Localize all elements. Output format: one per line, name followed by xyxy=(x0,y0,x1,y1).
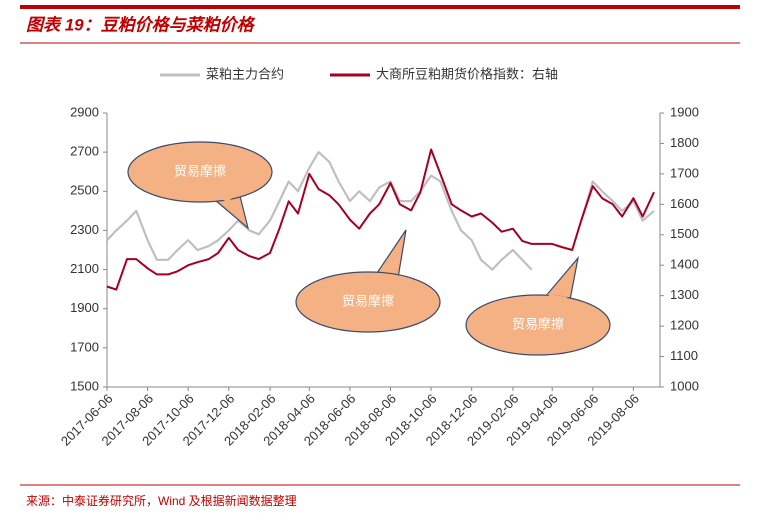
y2-tick-label: 1900 xyxy=(670,104,699,119)
y2-tick-label: 1000 xyxy=(670,378,699,393)
y-tick-label: 1900 xyxy=(70,300,99,315)
callout-bubble xyxy=(465,294,611,356)
y-tick-label: 2900 xyxy=(70,104,99,119)
y2-tick-label: 1400 xyxy=(670,257,699,272)
y2-tick-label: 1800 xyxy=(670,135,699,150)
callout-joint xyxy=(377,273,396,281)
y2-tick-label: 1200 xyxy=(670,318,699,333)
legend-label: 大商所豆粕期货价格指数：右轴 xyxy=(376,66,558,81)
callout-pointer xyxy=(543,255,580,301)
annotation: 贸易摩擦 xyxy=(342,293,394,308)
callout-bubble xyxy=(295,271,441,333)
top-rule xyxy=(20,5,740,9)
y2-tick-label: 1600 xyxy=(670,196,699,211)
callout-pointer xyxy=(373,229,407,279)
annotation: 贸易摩擦 xyxy=(174,163,226,178)
y-tick-label: 1700 xyxy=(70,339,99,354)
chart-title: 图表 19：豆粕价格与菜粕价格 xyxy=(26,15,256,34)
y2-tick-label: 1700 xyxy=(670,165,699,180)
callout-joint xyxy=(547,294,568,303)
source: 来源：中泰证券研究所，Wind 及根据新闻数据整理 xyxy=(26,493,297,508)
y-tick-label: 2700 xyxy=(70,144,99,159)
series-line xyxy=(106,148,655,291)
callout-bubble xyxy=(127,141,273,203)
y-tick-label: 2300 xyxy=(70,222,99,237)
callout-joint xyxy=(217,193,238,202)
annotation: 贸易摩擦 xyxy=(512,316,564,331)
y-tick-label: 2500 xyxy=(70,183,99,198)
legend-label: 菜粕主力合约 xyxy=(206,66,284,81)
y-tick-label: 1500 xyxy=(70,378,99,393)
y-tick-label: 2100 xyxy=(70,261,99,276)
y2-tick-label: 1100 xyxy=(670,348,698,363)
y2-tick-label: 1300 xyxy=(670,287,699,302)
series-line xyxy=(106,151,655,271)
y2-tick-label: 1500 xyxy=(670,226,699,241)
